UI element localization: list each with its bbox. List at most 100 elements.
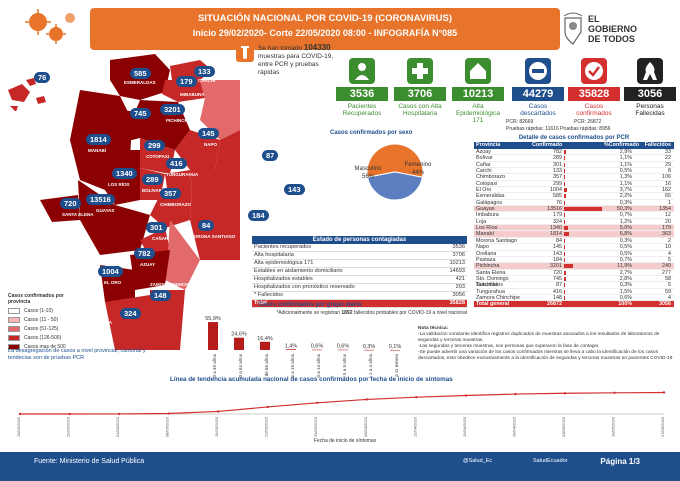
recovered-icon (349, 58, 375, 84)
table-row: Imbabura 179 0,7% 12 (474, 212, 674, 219)
province-morona (165, 220, 200, 290)
trend-tick-label: 26/04/2020 (511, 416, 516, 437)
stat-confirmed: 35828 Casos confirmados (568, 58, 620, 117)
map-label-santa-elena: 720 (60, 198, 81, 209)
province-bar (564, 207, 602, 212)
table-row: Sucumbíos 87 0,3% 5 (474, 282, 674, 289)
age-bar-label: de 50 a 64 años (238, 353, 243, 378)
trend-point (316, 401, 319, 404)
stat-epidemiological-discharge: 10213 Alta Epidemiológica 171 (452, 58, 504, 124)
legend-item: Casos (51-125) (8, 326, 68, 332)
table-row: Carchi 133 0,5% 8 (474, 168, 674, 175)
age-bar-value: 0,6% (311, 344, 324, 350)
table-row: * Fallecidos 3056 (252, 292, 467, 300)
trend-tick-label: 01/03/2020 (115, 416, 120, 437)
table-total-row: Total 35828 (252, 300, 467, 308)
government-logo: EL GOBIERNO DE TODOS (562, 12, 674, 52)
table-row: Pastaza 184 0,7% 5 (474, 257, 674, 264)
province-bar (564, 175, 565, 180)
province-sucumbios (200, 80, 240, 140)
province-bar (564, 276, 567, 281)
map-label-esmeraldas: 585 (130, 68, 151, 79)
twitter-link[interactable]: @Salud_Ec (463, 458, 493, 464)
sex-chart-title: Casos confirmados por sexo (330, 130, 413, 136)
table-row: Guayas 13516 50,3% 1354 (474, 206, 674, 213)
legend-item: Casos (11 - 50) (8, 317, 68, 323)
trend-point (563, 392, 567, 395)
map-label-sto-domingo: 745 (130, 108, 151, 119)
trend-point (68, 412, 71, 416)
map-label-pichincha: 3201 (160, 104, 185, 115)
age-bar-label: de 20 a 49 años (212, 353, 217, 378)
page-indicator: Página 1/3 (600, 457, 640, 466)
mourning-ribbon-icon (637, 58, 663, 84)
status-table: Estado de personas contagiadas Pacientes… (252, 236, 467, 316)
age-bar (338, 349, 348, 351)
pie-value-female: 44% (412, 170, 425, 176)
pie-value-male: 56% (362, 174, 375, 180)
legend-item: Casos (126-500) (8, 335, 68, 341)
trend-tick-label: 12/04/2020 (412, 416, 417, 437)
province-bar (564, 257, 565, 262)
province-azuay (130, 250, 170, 290)
table-row: El Oro 1004 3,7% 162 (474, 187, 674, 194)
age-bar (286, 349, 296, 350)
galapagos-islands (8, 78, 46, 112)
table-row: Cotopaxi 299 1,1% 16 (474, 181, 674, 188)
stat-deceased: 3056 Personas Fallecidas (624, 58, 676, 117)
province-bar (564, 289, 566, 294)
map-label-zamora: 148 (150, 290, 171, 301)
map-legend: Casos confirmados por provincia Casos (1… (8, 293, 68, 353)
table-row: Bolívar 289 1,1% 22 (474, 155, 674, 162)
age-bar-value: 0,3% (363, 344, 376, 350)
map-label-loja: 324 (120, 308, 141, 319)
stat-recovered: 3536 Pacientes Recuperados (336, 58, 388, 117)
rapid-tests: Pruebas rápidas: 11616 Pruebas rápidas: … (506, 126, 611, 132)
facebook-link[interactable]: SaludEcuador (533, 458, 568, 464)
province-bar (564, 226, 568, 231)
map-label-tungurahua: 416 (166, 158, 187, 169)
map-label-cotopaxi: 299 (144, 140, 165, 151)
age-bar (208, 322, 218, 350)
trend-point (365, 398, 368, 401)
age-bar-label: de 5 a 9 años (342, 353, 347, 378)
map-label-azuay: 782 (134, 248, 155, 259)
table-row: Galápagos 76 0,3% 1 (474, 200, 674, 207)
stats-row: 3536 Pacientes Recuperados 3706 Casos co… (322, 58, 677, 124)
map-label-morona: 84 (198, 220, 215, 231)
province-bar (564, 264, 573, 269)
province-bar (564, 270, 567, 275)
trend-tick-label: 17/05/2020 (660, 416, 665, 437)
province-bar (564, 156, 565, 161)
header-banner: SITUACIÓN NACIONAL POR COVID-19 (CORONAV… (90, 8, 560, 50)
page-title: SITUACIÓN NACIONAL POR COVID-19 (CORONAV… (197, 13, 453, 24)
stat-discarded: 44279 Casos descartados (512, 58, 564, 117)
trend-line (19, 391, 665, 415)
status-note: *Adicionalmente se registran 1892 fallec… (276, 310, 467, 316)
map-label-chimborazo: 357 (160, 188, 181, 199)
table-row: Alta hospitalaria 3706 (252, 252, 467, 260)
map-label-galapagos: 76 (34, 72, 51, 83)
table-row: Hospitalizados estables 421 (252, 276, 467, 284)
table-row: Cañar 301 1,1% 29 (474, 162, 674, 169)
province-table: Detalle de casos confirmados por PCR Pro… (474, 135, 674, 308)
map-label-napo: 145 (198, 128, 219, 139)
table-row: Estables en aislamiento domiciliario 1469… (252, 268, 467, 276)
table-row: Morona Santiago 84 0,3% 2 (474, 238, 674, 245)
age-bar (234, 337, 244, 350)
table-row: Los Ríos 1340 5,0% 179 (474, 225, 674, 232)
table-row: Napo 145 0,5% 10 (474, 244, 674, 251)
map-label-manabi: 1814 (86, 134, 111, 145)
province-pastaza (190, 170, 240, 260)
trend-tick-label: 29/03/2020 (313, 416, 318, 437)
trend-tick-label: 15/02/2020 (16, 416, 21, 437)
pcr-discarded: PCR: 82669 (506, 119, 534, 125)
province-bar (564, 232, 570, 237)
map-label-bolivar: 289 (142, 174, 163, 185)
trend-xlabel: Fecha de inicio de síntomas (314, 438, 377, 444)
province-bar (564, 181, 565, 186)
footer-bar: Fuente: Ministerio de Salud Pública @Sal… (0, 452, 680, 481)
pie-slice-male (366, 143, 424, 178)
trend-point (266, 405, 269, 409)
table-row: Pacientes recuperados 3536 (252, 244, 467, 252)
